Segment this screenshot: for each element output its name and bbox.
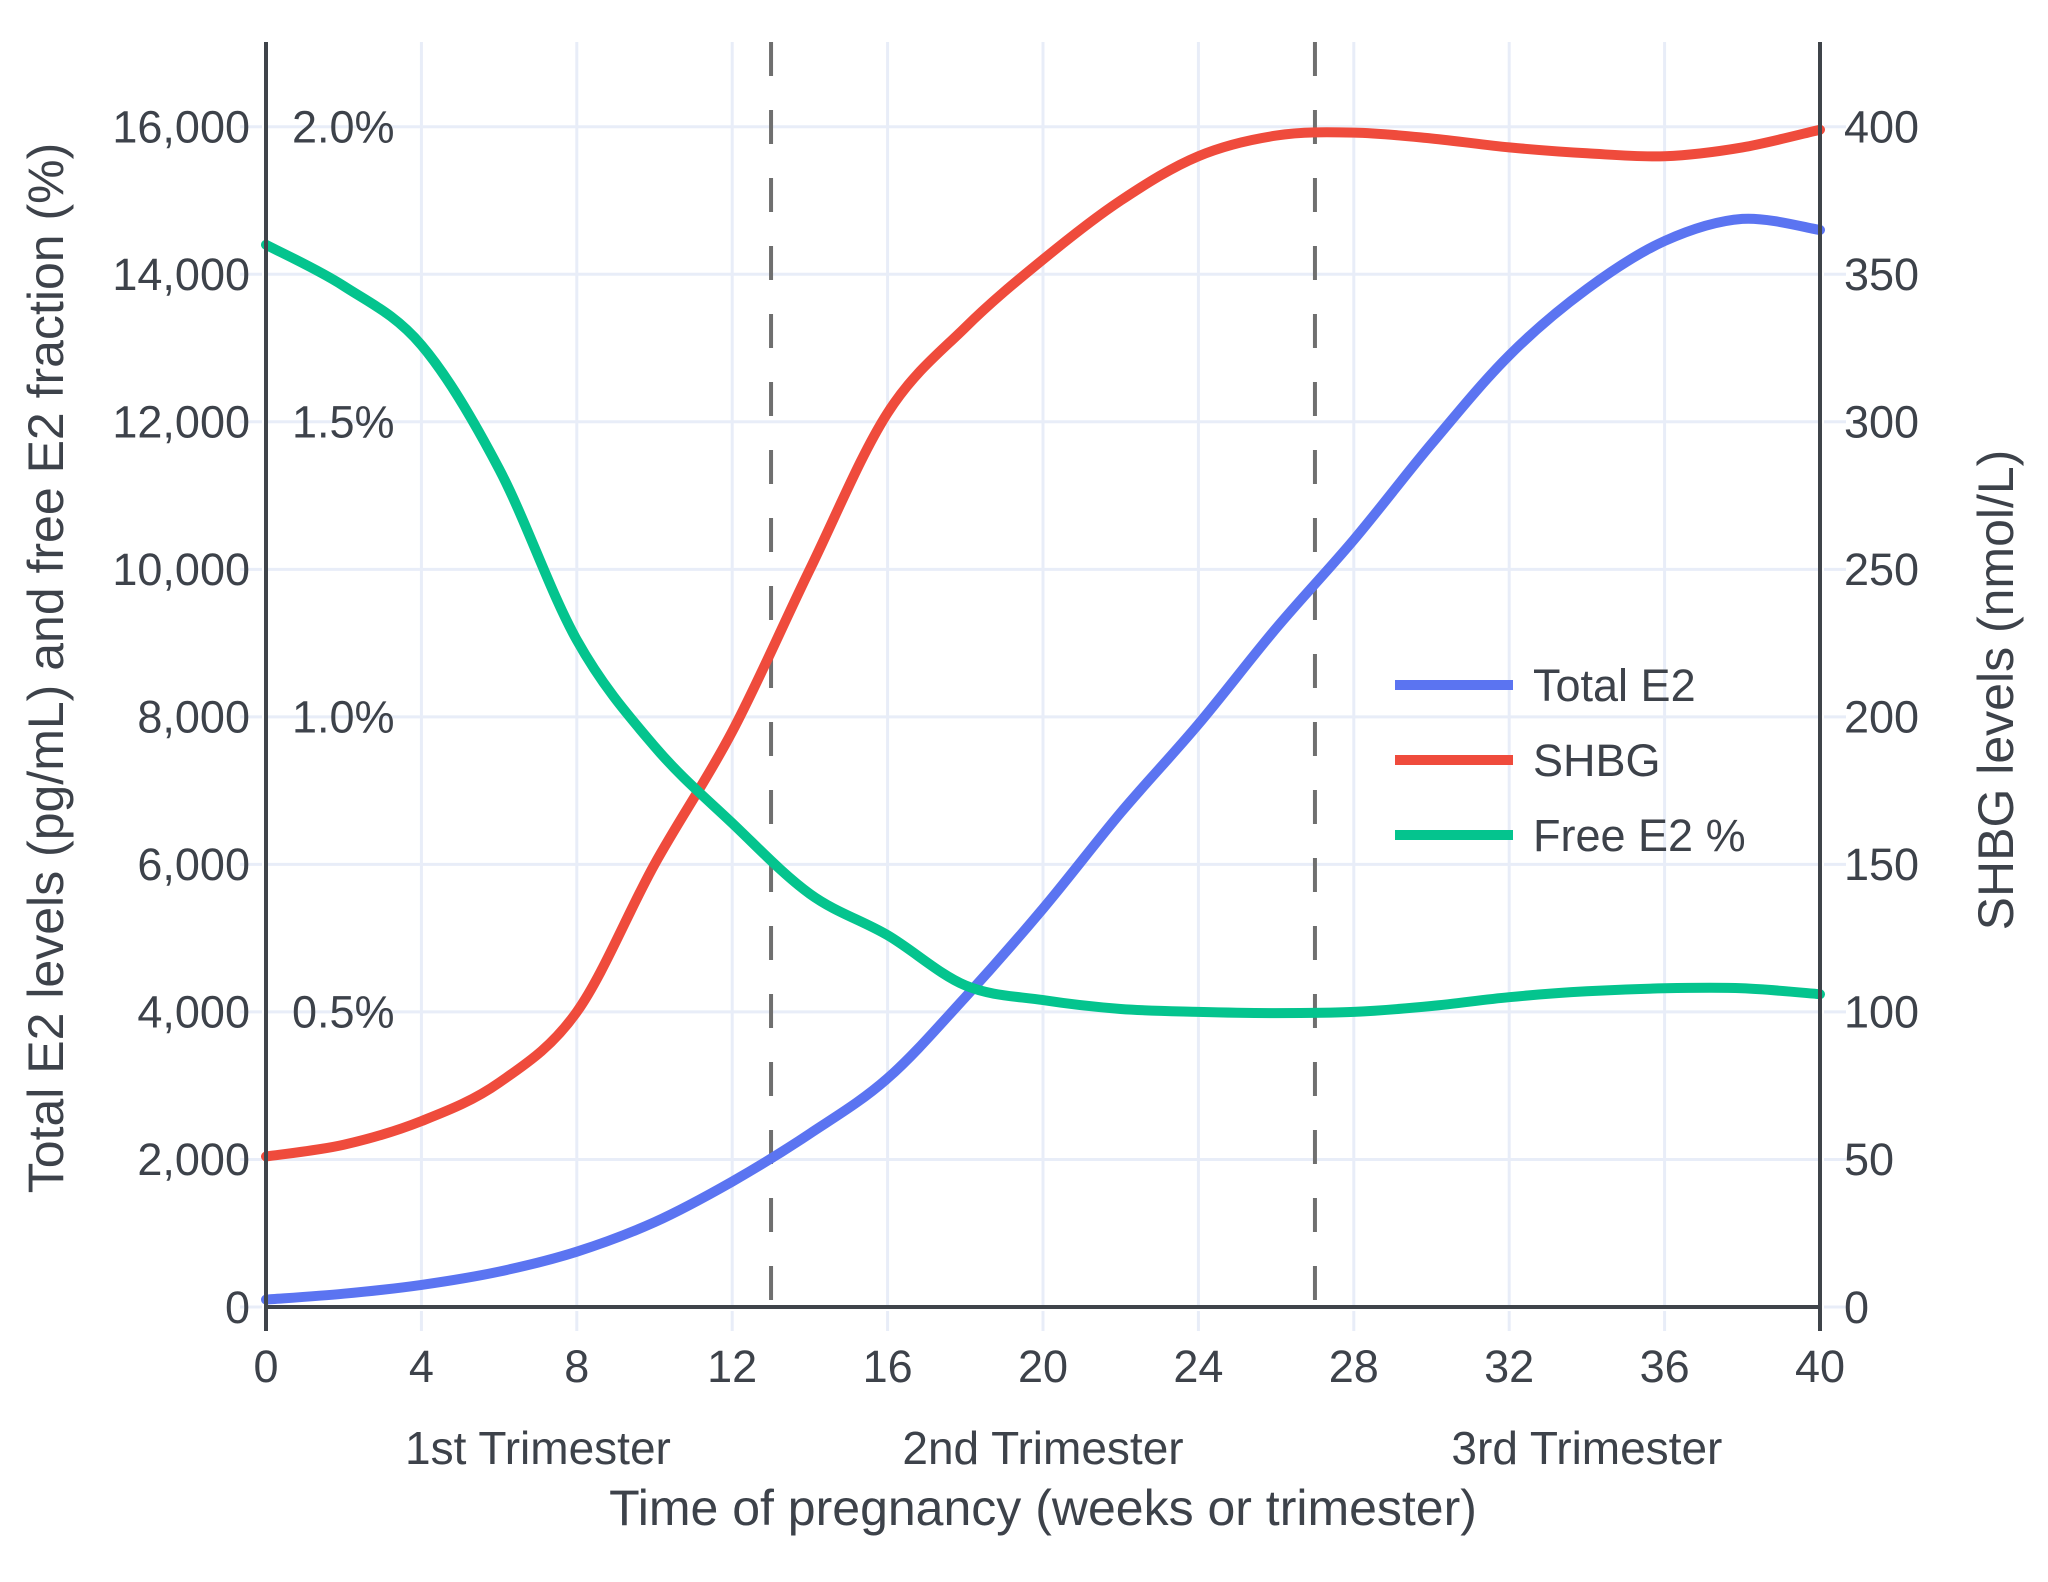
x-tick-label: 16	[863, 1341, 913, 1392]
percent-tick-label: 1.0%	[292, 692, 395, 743]
legend-item[interactable]: Free E2 %	[1395, 810, 1746, 861]
series-line-free-e2-	[261, 239, 1825, 1019]
left-tick-label: 2,000	[137, 1134, 250, 1185]
y-axis-title-right: SHBG levels (nmol/L)	[1968, 449, 2024, 931]
right-tick-label: 0	[1844, 1282, 1869, 1333]
left-tick-label: 16,000	[112, 101, 250, 152]
right-tick-label: 250	[1844, 544, 1919, 595]
series-line-shbg	[261, 124, 1825, 1162]
trimester-label: 1st Trimester	[405, 1422, 671, 1474]
legend-item[interactable]: Total E2	[1395, 660, 1696, 711]
right-tick-label: 200	[1844, 692, 1919, 743]
left-tick-label: 12,000	[112, 397, 250, 448]
x-tick-label: 32	[1484, 1341, 1534, 1392]
x-axis-title: Time of pregnancy (weeks or trimester)	[609, 1480, 1477, 1536]
right-tick-label: 100	[1844, 987, 1919, 1038]
right-tick-label: 350	[1844, 249, 1919, 300]
legend-item[interactable]: SHBG	[1395, 735, 1661, 786]
legend-label: Total E2	[1533, 660, 1696, 711]
left-tick-label: 10,000	[112, 544, 250, 595]
left-tick-label: 8,000	[137, 692, 250, 743]
x-tick-label: 28	[1329, 1341, 1379, 1392]
x-tick-label: 8	[564, 1341, 589, 1392]
left-tick-label: 4,000	[137, 987, 250, 1038]
x-tick-label: 0	[253, 1341, 278, 1392]
right-tick-label: 50	[1844, 1134, 1894, 1185]
x-tick-label: 4	[409, 1341, 434, 1392]
left-tick-label: 14,000	[112, 249, 250, 300]
right-tick-label: 400	[1844, 101, 1919, 152]
x-tick-label: 36	[1640, 1341, 1690, 1392]
x-tick-label: 40	[1795, 1341, 1845, 1392]
percent-tick-label: 0.5%	[292, 987, 395, 1038]
legend-label: SHBG	[1533, 735, 1661, 786]
legend-label: Free E2 %	[1533, 810, 1746, 861]
trimester-label: 3rd Trimester	[1451, 1422, 1722, 1474]
y-axis-title-left: Total E2 levels (pg/mL) and free E2 frac…	[18, 142, 74, 1194]
right-tick-label: 150	[1844, 839, 1919, 890]
trimester-label: 2nd Trimester	[902, 1422, 1183, 1474]
x-tick-label: 24	[1173, 1341, 1223, 1392]
left-tick-label: 0	[225, 1282, 250, 1333]
right-tick-label: 300	[1844, 397, 1919, 448]
left-tick-label: 6,000	[137, 839, 250, 890]
series-line-total-e2	[261, 213, 1825, 1305]
percent-tick-label: 2.0%	[292, 101, 395, 152]
x-tick-label: 20	[1018, 1341, 1068, 1392]
x-tick-label: 12	[707, 1341, 757, 1392]
percent-tick-label: 1.5%	[292, 397, 395, 448]
